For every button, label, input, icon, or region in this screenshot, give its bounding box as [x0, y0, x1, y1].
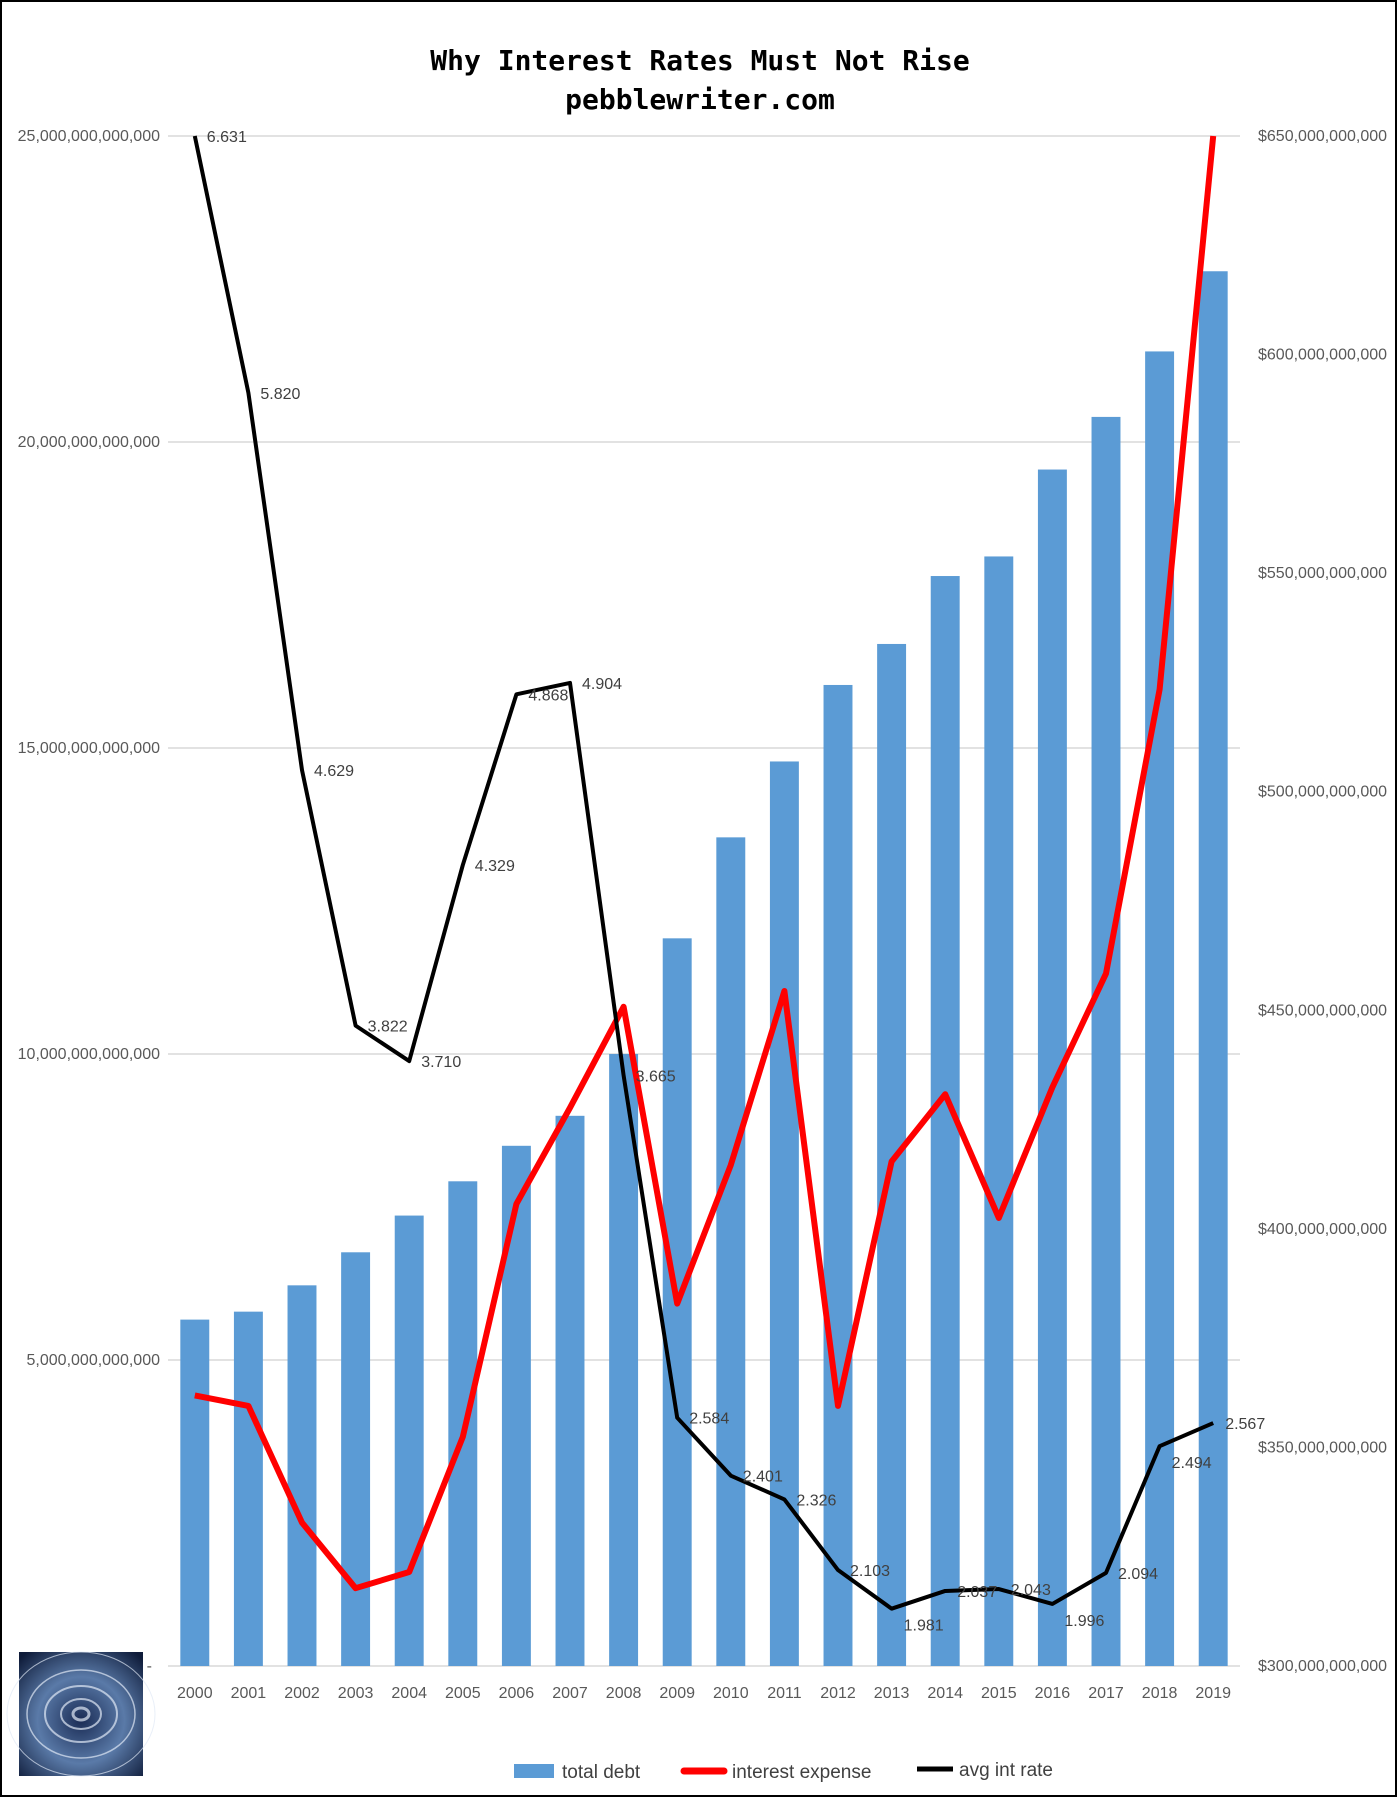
x-axis-tick: 2018 — [1142, 1685, 1178, 1702]
bar-total-debt — [394, 1215, 424, 1666]
data-label-avg-int-rate: 2.326 — [796, 1492, 836, 1509]
chart-subtitle: pebblewriter.com — [565, 83, 835, 116]
x-axis-tick: 2004 — [391, 1685, 427, 1702]
data-label-avg-int-rate: 2.584 — [689, 1411, 729, 1428]
x-axis-tick: 2011 — [767, 1685, 802, 1702]
left-axis-tick: 5,000,000,000,000 — [27, 1352, 161, 1369]
bar-total-debt — [984, 556, 1014, 1666]
bar-total-debt — [341, 1252, 371, 1666]
data-label-avg-int-rate: 4.868 — [528, 687, 568, 704]
left-axis-tick: - — [147, 1658, 152, 1675]
data-label-avg-int-rate: 3.710 — [421, 1054, 461, 1071]
legend-label-avg-int-rate: avg int rate — [959, 1760, 1053, 1781]
data-labels: 6.631 5.820 4.629 3.822 3.710 4.329 4.868 4.904… — [207, 129, 1266, 1635]
x-axis-tick: 2016 — [1035, 1685, 1071, 1702]
chart-title: Why Interest Rates Must Not Rise — [430, 44, 969, 77]
x-axis-tick: 2001 — [231, 1685, 267, 1702]
data-label-avg-int-rate: 2.043 — [1011, 1582, 1051, 1599]
right-axis-tick: $500,000,000,000 — [1258, 784, 1387, 801]
x-axis-tick: 2002 — [284, 1685, 320, 1702]
x-axis-tick: 2014 — [927, 1685, 963, 1702]
data-label-avg-int-rate: 2.494 — [1172, 1455, 1212, 1472]
x-axis-tick: 2007 — [552, 1685, 588, 1702]
x-axis-tick: 2019 — [1195, 1685, 1231, 1702]
data-label-avg-int-rate: 5.820 — [260, 386, 300, 403]
right-axis-tick: $300,000,000,000 — [1258, 1658, 1387, 1675]
x-axis-tick: 2006 — [499, 1685, 535, 1702]
bars-total-debt — [180, 271, 1228, 1667]
bar-total-debt — [1091, 416, 1121, 1667]
data-label-avg-int-rate: 6.631 — [207, 129, 247, 146]
bar-total-debt — [769, 761, 799, 1666]
data-label-avg-int-rate: 2.094 — [1118, 1566, 1158, 1583]
line-avg-int-rate — [192, 135, 1214, 1611]
left-axis-tick: 20,000,000,000,000 — [18, 434, 160, 451]
bar-total-debt — [555, 1115, 585, 1666]
x-axis-tick: 2003 — [338, 1685, 374, 1702]
data-label-avg-int-rate: 2.401 — [743, 1469, 783, 1486]
data-label-avg-int-rate: 2.103 — [850, 1563, 890, 1580]
x-axis-tick: 2010 — [713, 1685, 749, 1702]
ripple-logo — [6, 1651, 156, 1777]
x-axis-tick: 2000 — [177, 1685, 213, 1702]
line-interest-expense — [194, 135, 1217, 1592]
right-axis-tick: $550,000,000,000 — [1258, 565, 1387, 582]
right-axis-tick: $600,000,000,000 — [1258, 347, 1387, 364]
data-label-avg-int-rate: 2.037 — [957, 1584, 997, 1601]
data-label-avg-int-rate: 4.904 — [582, 676, 622, 693]
bar-total-debt — [287, 1285, 317, 1666]
bar-total-debt — [823, 684, 853, 1666]
legend-label-interest-expense: interest expense — [732, 1762, 871, 1783]
left-axis-tick: 10,000,000,000,000 — [18, 1046, 160, 1063]
axis-ticks: - 5,000,000,000,000 10,000,000,000,000 15,0… — [18, 128, 1387, 1702]
right-axis-tick: $650,000,000,000 — [1258, 128, 1387, 145]
x-axis-tick: 2012 — [820, 1685, 856, 1702]
x-axis-tick: 2015 — [981, 1685, 1017, 1702]
x-axis-tick: 2009 — [659, 1685, 695, 1702]
left-axis-tick: 15,000,000,000,000 — [18, 740, 160, 757]
data-label-avg-int-rate: 1.981 — [904, 1618, 944, 1635]
bar-total-debt — [1198, 271, 1228, 1667]
right-axis-tick: $350,000,000,000 — [1258, 1439, 1387, 1456]
data-label-avg-int-rate: 3.822 — [368, 1019, 408, 1036]
bar-total-debt — [501, 1145, 531, 1666]
bar-total-debt — [609, 1054, 639, 1666]
series-lines — [192, 135, 1217, 1611]
data-label-avg-int-rate: 4.329 — [475, 858, 515, 875]
right-axis-tick: $450,000,000,000 — [1258, 1002, 1387, 1019]
data-label-avg-int-rate: 3.665 — [636, 1068, 676, 1085]
bar-total-debt — [180, 1319, 210, 1666]
x-axis-tick: 2017 — [1088, 1685, 1124, 1702]
right-axis-tick: $400,000,000,000 — [1258, 1221, 1387, 1238]
legend: total debt interest expense avg int rate — [514, 1760, 1053, 1783]
data-label-avg-int-rate: 1.996 — [1064, 1613, 1104, 1630]
data-label-avg-int-rate: 4.629 — [314, 763, 354, 780]
x-axis-tick: 2005 — [445, 1685, 481, 1702]
legend-swatch-total-debt — [514, 1764, 554, 1778]
legend-label-total-debt: total debt — [562, 1762, 641, 1783]
bar-total-debt — [233, 1311, 263, 1666]
bar-total-debt — [716, 837, 746, 1666]
x-axis-tick: 2013 — [874, 1685, 910, 1702]
bar-total-debt — [877, 643, 907, 1666]
data-label-avg-int-rate: 2.567 — [1225, 1416, 1265, 1433]
x-axis-tick: 2008 — [606, 1685, 642, 1702]
left-axis-tick: 25,000,000,000,000 — [18, 128, 160, 145]
